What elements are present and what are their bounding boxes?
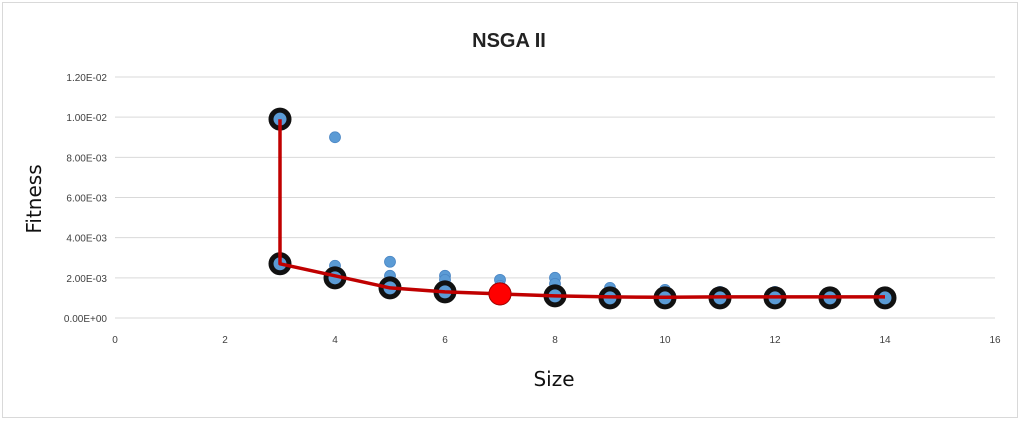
x-axis-title: Size — [533, 367, 574, 391]
y-tick-label: 8.00E-03 — [66, 153, 107, 164]
x-tick-label: 16 — [989, 335, 1001, 346]
data-point-highlight — [488, 282, 512, 306]
x-tick-label: 2 — [222, 335, 228, 346]
y-tick-label: 0.00E+00 — [64, 314, 108, 325]
x-tick-labels: 0 2 4 6 8 10 12 14 16 — [112, 335, 1001, 346]
y-tick-label: 1.00E-02 — [66, 113, 107, 124]
y-tick-label: 2.00E-03 — [66, 274, 107, 285]
x-tick-label: 6 — [442, 335, 448, 346]
chart-title: NSGA II — [472, 30, 546, 52]
red-line-series — [278, 119, 885, 300]
grid-layer — [115, 76, 995, 319]
x-tick-label: 0 — [112, 335, 118, 346]
x-tick-label: 4 — [332, 335, 338, 346]
data-point-blue — [329, 131, 341, 144]
highlight-point-series — [488, 282, 512, 306]
chart-svg: NSGA II 0.00E+00 2.00E-03 4.00E-03 6.00E-03… — [22, 30, 1001, 391]
x-tick-label: 14 — [879, 335, 891, 346]
x-tick-label: 12 — [769, 335, 781, 346]
series-line-red — [278, 119, 885, 300]
y-tick-labels: 0.00E+00 2.00E-03 4.00E-03 6.00E-03 8.00E-03… — [64, 73, 108, 325]
blue-points-series — [274, 113, 891, 306]
x-tick-label: 8 — [552, 335, 558, 346]
y-tick-label: 6.00E-03 — [66, 194, 107, 205]
y-tick-label: 4.00E-03 — [66, 234, 107, 245]
x-tick-label: 10 — [659, 335, 671, 346]
y-tick-label: 1.20E-02 — [66, 73, 107, 84]
y-axis-title: Fitness — [22, 164, 46, 233]
data-point-blue — [384, 255, 396, 268]
